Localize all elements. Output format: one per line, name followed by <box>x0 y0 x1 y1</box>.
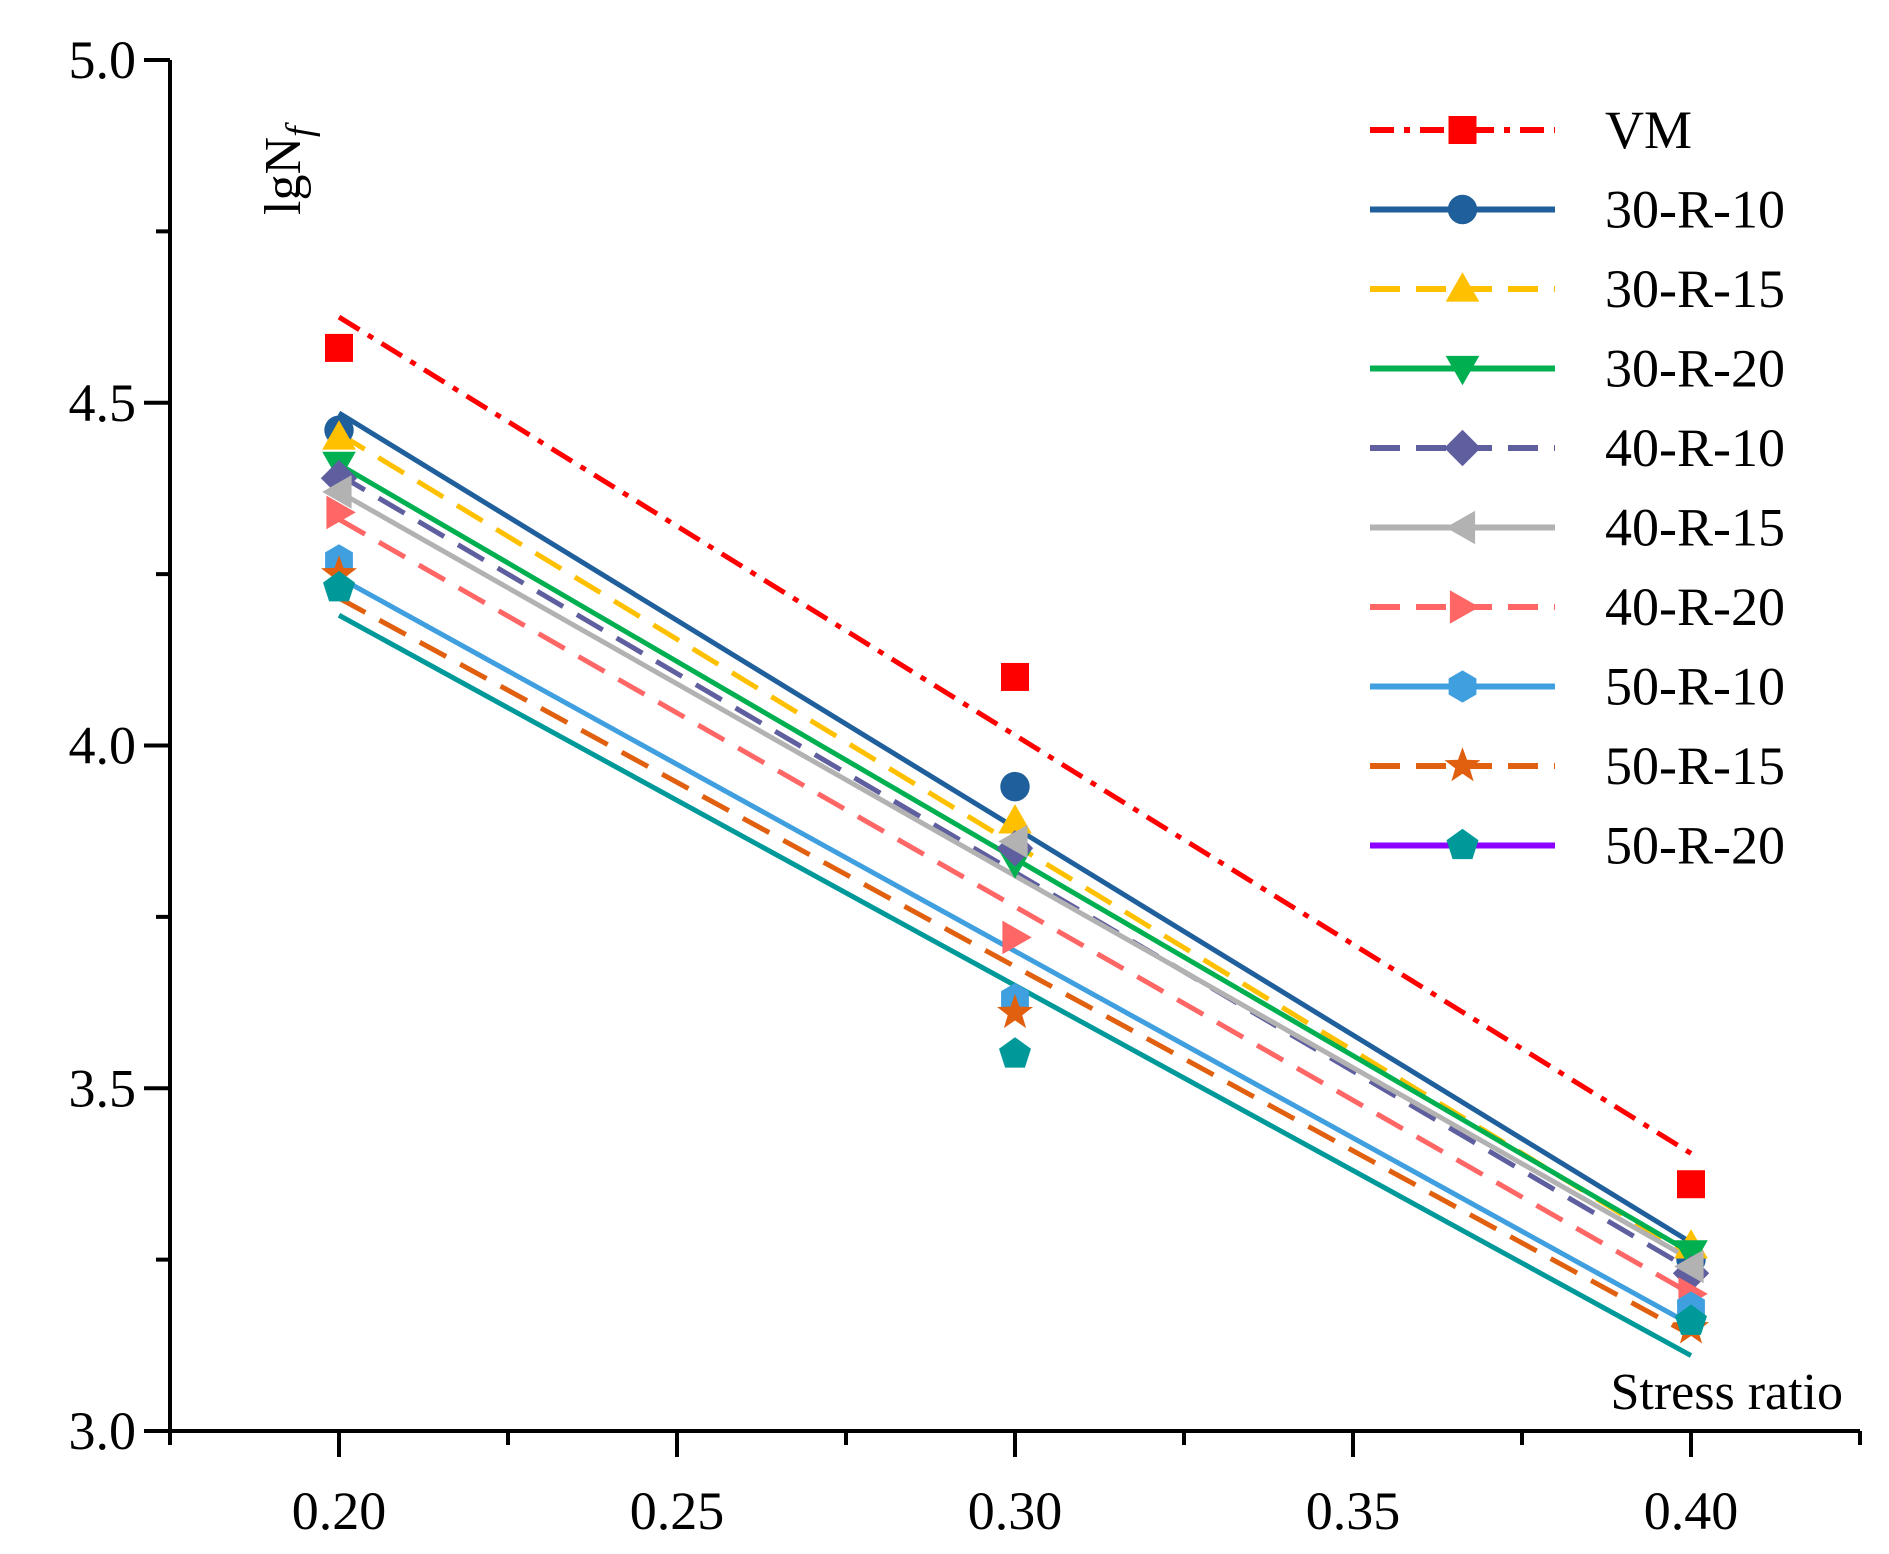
legend-entry-VM: VM <box>1370 100 1692 160</box>
point-30-R-20-2 <box>1674 1240 1708 1270</box>
point-40-R-15-0 <box>322 475 352 509</box>
x-tick-label: 0.40 <box>1644 1481 1739 1541</box>
legend-marker <box>1447 194 1478 225</box>
legend-entry-30-R-15: 30-R-15 <box>1370 259 1785 319</box>
legend-marker <box>1444 747 1481 782</box>
legend-marker <box>1448 670 1477 703</box>
point-30-R-10-1 <box>1000 771 1030 802</box>
x-tick-label: 0.35 <box>1306 1481 1401 1541</box>
legend-marker <box>1445 510 1476 545</box>
y-axis-label-main: lgN <box>255 137 312 215</box>
y-tick-label: 3.5 <box>69 1058 137 1118</box>
y-tick-label: 5.0 <box>69 30 137 90</box>
point-50-R-20-1 <box>999 1037 1031 1068</box>
x-axis-label: Stress ratio <box>1610 1364 1843 1421</box>
point-VM-1 <box>1001 662 1029 691</box>
point-40-R-15-2 <box>1674 1249 1704 1284</box>
point-VM-2 <box>1677 1170 1705 1199</box>
legend-label: 40-R-10 <box>1605 418 1785 478</box>
fit-line-VM <box>337 314 1693 1156</box>
legend: VM 30-R-10 30-R-15 30-R-20 40-R-10 40-R-15 40-… <box>1370 100 1785 876</box>
point-50-R-20-0 <box>323 571 355 602</box>
legend-entry-50-R-10: 50-R-10 <box>1370 657 1785 717</box>
data-markers <box>320 333 1710 1344</box>
legend-label: 50-R-20 <box>1605 816 1785 876</box>
point-40-R-20-0 <box>326 495 356 530</box>
fit-line-50-R-15 <box>337 595 1693 1338</box>
legend-entry-50-R-20: 50-R-20 <box>1370 816 1785 876</box>
legend-entry-50-R-15: 50-R-15 <box>1370 736 1785 796</box>
point-30-R-15-1 <box>998 804 1032 834</box>
legend-marker <box>1445 272 1480 302</box>
legend-marker <box>1449 590 1480 624</box>
legend-marker <box>1444 429 1481 467</box>
legend-label: 40-R-20 <box>1605 577 1785 637</box>
legend-marker <box>1448 116 1477 144</box>
fit-line-50-R-10 <box>337 575 1693 1327</box>
x-tick-label: 0.30 <box>968 1481 1063 1541</box>
legend-label: VM <box>1605 100 1692 160</box>
y-tick-label: 4.5 <box>69 373 137 433</box>
legend-marker <box>1446 828 1479 860</box>
x-tick-label: 0.25 <box>630 1481 725 1541</box>
x-tick-label: 0.20 <box>292 1481 387 1541</box>
legend-label: 30-R-20 <box>1605 339 1785 399</box>
point-40-R-15-1 <box>998 824 1028 859</box>
legend-entry-40-R-10: 40-R-10 <box>1370 418 1785 478</box>
legend-entry-40-R-20: 40-R-20 <box>1370 577 1785 637</box>
legend-entry-30-R-10: 30-R-10 <box>1370 180 1785 240</box>
point-40-R-20-1 <box>1002 920 1032 955</box>
legend-label: 40-R-15 <box>1605 498 1785 558</box>
y-tick-label: 4.0 <box>69 716 137 776</box>
legend-entry-30-R-20: 30-R-20 <box>1370 339 1785 399</box>
legend-label: 30-R-10 <box>1605 180 1785 240</box>
point-VM-0 <box>325 333 353 362</box>
ticks: 3.0 3.5 4.0 4.5 5.0 0.20 0.25 0.30 0.35 0.40 <box>69 30 1862 1541</box>
point-30-R-15-0 <box>322 420 356 450</box>
legend-entry-40-R-15: 40-R-15 <box>1370 498 1785 558</box>
legend-label: 30-R-15 <box>1605 259 1785 319</box>
y-tick-label: 3.0 <box>69 1401 137 1461</box>
legend-label: 50-R-10 <box>1605 657 1785 717</box>
fit-line-40-R-20 <box>337 517 1693 1297</box>
point-50-R-20-2 <box>1675 1304 1707 1335</box>
legend-marker <box>1445 355 1480 386</box>
legend-label: 50-R-15 <box>1605 736 1785 796</box>
point-50-R-15-1 <box>997 993 1033 1029</box>
